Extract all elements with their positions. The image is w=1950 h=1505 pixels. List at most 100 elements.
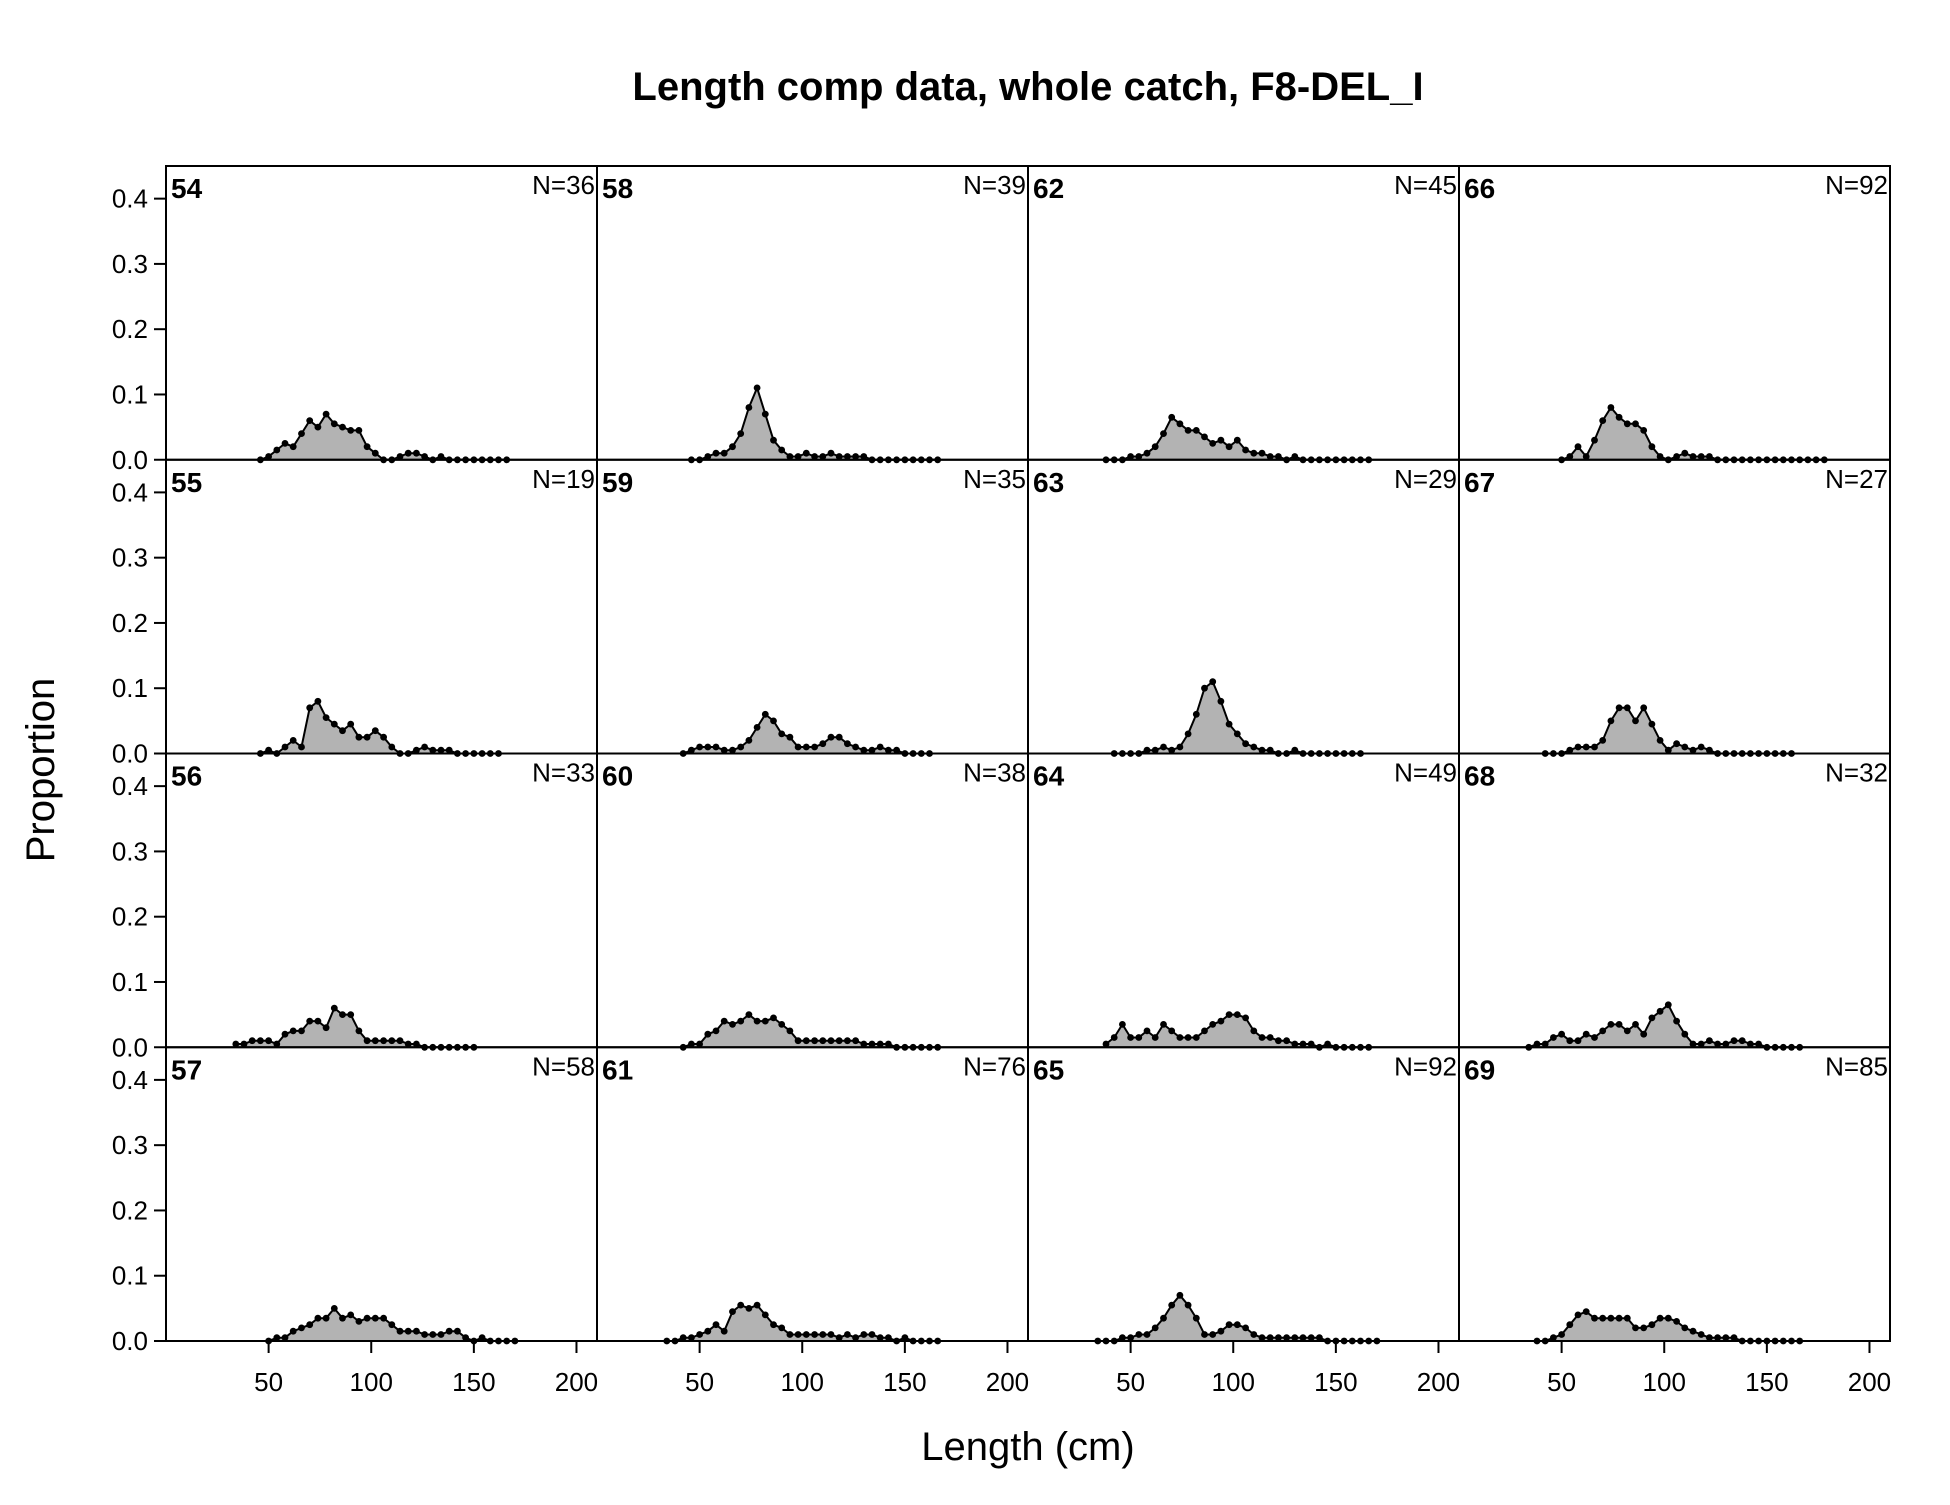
panel-62-point-7 [1160, 430, 1167, 437]
panel-65-point-15 [1217, 1327, 1225, 1335]
panel-54-point-17 [396, 453, 404, 460]
panel-59-point-25 [885, 746, 892, 754]
panel-60-point-15 [802, 1037, 810, 1045]
panel-55-point-14 [371, 727, 379, 735]
panel-55-point-7 [314, 697, 322, 705]
panel-65-area [1097, 1295, 1377, 1341]
panel-55-point-23 [445, 746, 453, 754]
panel-68-n-label: N=32 [1825, 758, 1888, 788]
panel-67: 67 N=27 [1458, 458, 1891, 757]
panel-55-point-19 [413, 746, 420, 754]
y-tick-label: 0.4 [112, 771, 148, 801]
panel-65-point-24 [1291, 1334, 1299, 1342]
panel-56-point-16 [363, 1037, 371, 1045]
panel-69-point-19 [1689, 1327, 1697, 1335]
panel-68-line [1528, 1003, 1800, 1049]
panel-55-point-15 [380, 733, 387, 741]
panel-68-point-11 [1615, 1021, 1623, 1028]
panel-68: 68 N=32 [1458, 752, 1891, 1051]
panel-62: 62 N=45 [1027, 165, 1460, 464]
panel-63-point-8 [1176, 743, 1184, 751]
panel-60-point-2 [696, 1040, 703, 1048]
panel-67-point-10 [1623, 704, 1631, 712]
panel-64: 64 N=49 [1027, 752, 1460, 1051]
panel-66: 66 N=92 [1458, 165, 1891, 464]
panel-67-point-16 [1673, 740, 1680, 748]
panel-64-point-17 [1242, 1014, 1249, 1022]
panel-54-point-13 [363, 443, 371, 451]
panel-63-point-6 [1160, 743, 1167, 751]
panel-68-point-2 [1541, 1040, 1549, 1048]
panel-69-point-23 [1722, 1334, 1730, 1342]
panel-57-point-19 [421, 1331, 428, 1338]
panel-66-point-2 [1574, 443, 1582, 451]
panel-64-point-25 [1307, 1040, 1315, 1048]
panel-59: 59 N=35 [596, 458, 1029, 757]
panel-61-label: 61 [602, 1054, 633, 1085]
panel-60-point-4 [712, 1027, 720, 1035]
panel-58-point-13 [794, 453, 802, 460]
x-tick-label: 100 [350, 1367, 393, 1397]
panel-69-point-9 [1607, 1314, 1615, 1322]
panel-59-point-4 [712, 743, 720, 751]
y-tick-label: 0.1 [112, 1261, 148, 1291]
panel-58-line [691, 384, 938, 461]
panel-62-point-21 [1275, 453, 1282, 460]
panel-56-point-4 [265, 1037, 272, 1045]
panel-67-point-5 [1582, 743, 1590, 751]
panel-69-point-24 [1730, 1334, 1738, 1342]
panel-58-point-16 [819, 453, 827, 460]
panel-56-point-19 [388, 1037, 396, 1045]
panel-64-point-0 [1102, 1040, 1110, 1048]
x-axis-col-2: 50 100 150 200 [685, 1340, 1029, 1397]
panel-58-point-17 [827, 449, 835, 457]
y-tick-label: 0.2 [112, 902, 148, 932]
panel-60-point-24 [876, 1040, 884, 1048]
panel-54-point-1 [265, 453, 272, 460]
panel-68-point-14 [1640, 1030, 1648, 1038]
panel-63-point-18 [1258, 746, 1266, 754]
panel-60-point-17 [819, 1037, 827, 1045]
panel-56-point-5 [273, 1040, 281, 1048]
panel-67-area [1545, 707, 1792, 754]
panel-68-point-21 [1697, 1040, 1705, 1048]
x-axis-title: Length (cm) [921, 1425, 1134, 1469]
panel-54-area [260, 414, 507, 460]
panel-58-point-5 [729, 443, 736, 451]
panel-62-point-6 [1151, 443, 1159, 451]
panel-59-point-20 [844, 740, 851, 748]
panel-54-point-19 [413, 449, 420, 457]
panel-62-area [1106, 417, 1369, 460]
panel-69-n-label: N=85 [1825, 1051, 1888, 1081]
panel-63-point-14 [1225, 720, 1233, 728]
panel-65-point-4 [1127, 1334, 1134, 1342]
panel-64-point-8 [1168, 1027, 1176, 1035]
panel-59-point-7 [737, 743, 745, 751]
panel-59-point-9 [753, 724, 761, 731]
y-tick-label: 0.4 [112, 1065, 148, 1095]
panel-69: 69 N=85 [1458, 1046, 1891, 1345]
panel-55-point-13 [363, 733, 371, 741]
panel-66-point-14 [1673, 453, 1680, 460]
panel-69-frame [1458, 1046, 1891, 1342]
panel-58-label: 58 [602, 173, 633, 204]
panel-55-point-9 [330, 720, 338, 728]
panel-54-point-8 [322, 410, 330, 418]
y-tick-label: 0.2 [112, 314, 148, 344]
panel-61-point-7 [720, 1327, 728, 1335]
panel-57-frame [165, 1046, 598, 1342]
panel-55-frame [165, 458, 598, 755]
panel-55-point-22 [437, 746, 445, 754]
panel-66-point-1 [1566, 453, 1574, 460]
panel-64-n-label: N=49 [1394, 758, 1457, 788]
panel-65-point-25 [1299, 1334, 1307, 1342]
panel-65-point-10 [1176, 1291, 1184, 1299]
panel-54-point-2 [273, 446, 281, 454]
panel-61: 61 N=76 [596, 1046, 1029, 1345]
panel-65-point-17 [1233, 1321, 1241, 1329]
panel-60-point-13 [786, 1027, 794, 1035]
panel-59-point-13 [786, 733, 794, 741]
panel-62-point-12 [1201, 433, 1208, 441]
panel-65-point-11 [1184, 1301, 1192, 1309]
